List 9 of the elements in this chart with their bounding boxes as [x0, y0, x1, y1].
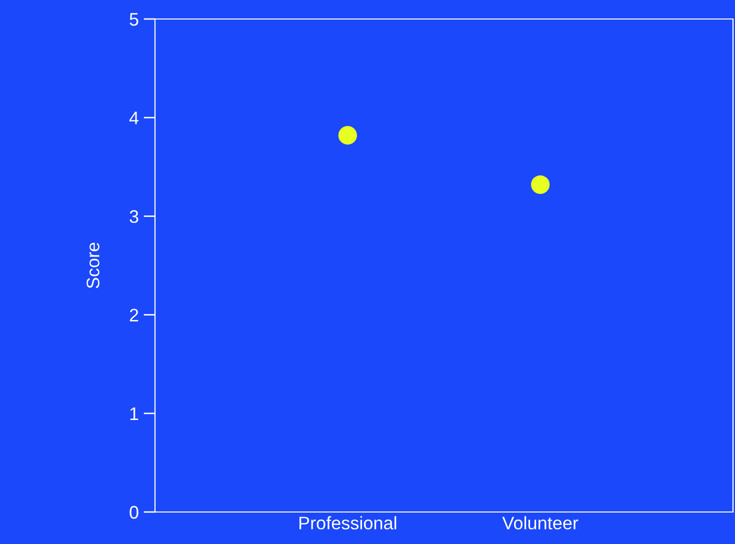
x-tick-label: Volunteer [502, 516, 578, 530]
y-tick-label: 5 [130, 13, 138, 26]
y-axis-title: Score [86, 242, 100, 288]
y-tick-label: 4 [129, 112, 138, 124]
y-tick-label: 3 [130, 210, 138, 223]
y-tick-label: 0 [130, 506, 138, 519]
x-tick-label: Professional [299, 516, 396, 530]
y-tick-label: 2 [130, 308, 138, 322]
y-tick-label: 1 [130, 408, 138, 420]
